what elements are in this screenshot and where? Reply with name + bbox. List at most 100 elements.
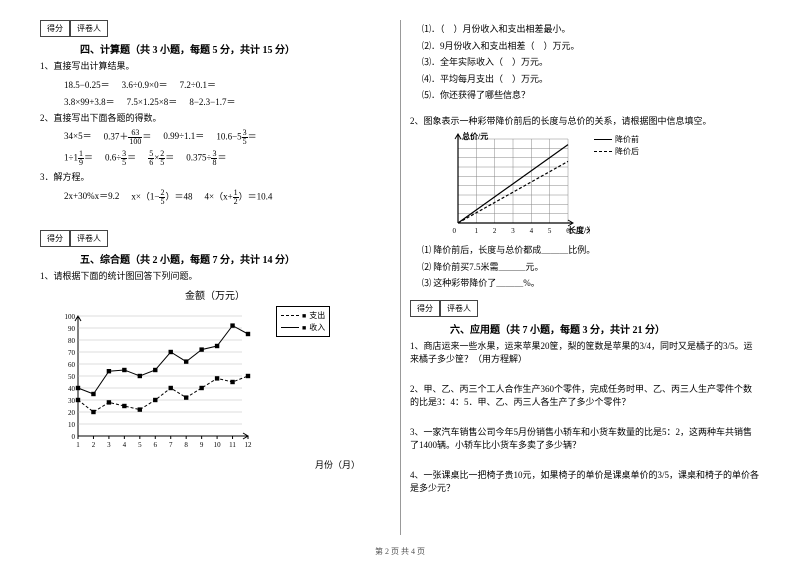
- svg-text:20: 20: [68, 409, 76, 417]
- solid-line-icon: [281, 327, 299, 328]
- legend-label: 降价后: [615, 146, 639, 157]
- chart2-legend: 降价前 降价后: [594, 133, 639, 158]
- q6-2: 2、甲、乙、丙三个工人合作生产360个零件，完成任务时甲、乙、丙三人生产零件个数…: [410, 383, 760, 410]
- svg-text:50: 50: [68, 373, 76, 381]
- svg-text:7: 7: [169, 441, 173, 449]
- eq-item: 4×（x+12）＝10.4: [205, 189, 273, 206]
- score-box: 得分 评卷人: [410, 300, 760, 317]
- svg-text:40: 40: [68, 385, 76, 393]
- svg-text:1: 1: [76, 441, 80, 449]
- svg-text:5: 5: [548, 227, 552, 235]
- eq-item: x×（1−25）＝48: [131, 189, 192, 206]
- svg-text:10: 10: [68, 421, 76, 429]
- svg-text:2: 2: [493, 227, 497, 235]
- chart1-wrap: 0102030405060708090100123456789101112 ■支…: [50, 306, 390, 456]
- svg-text:12: 12: [245, 441, 253, 449]
- sub-item: ⑵．9月份收入和支出相差（ ）万元。: [422, 40, 760, 54]
- dash-line-icon: [281, 315, 299, 316]
- svg-text:0: 0: [72, 433, 76, 441]
- q4-3: 3．解方程。: [40, 171, 390, 185]
- eq-text: 4×（x+: [205, 191, 233, 201]
- svg-text:9: 9: [200, 441, 204, 449]
- chart1-title: 金额（万元）: [40, 287, 390, 302]
- calc-item: 8−2.3−1.7＝: [189, 95, 235, 108]
- grader-label: 评卷人: [70, 20, 108, 37]
- svg-text:3: 3: [107, 441, 111, 449]
- sub-item: ⑸．你还获得了哪些信息？: [422, 89, 760, 103]
- sub-item: ⑷．平均每月支出（ ）万元。: [422, 73, 760, 87]
- sub-item: ⑴．（ ）月份收入和支出相差最小。: [422, 23, 760, 37]
- legend-label: 收入: [309, 322, 325, 333]
- q4-1: 1、直接写出计算结果。: [40, 60, 390, 74]
- calc-item: 56×25＝: [148, 150, 174, 167]
- solid-line-icon: [594, 139, 612, 140]
- svg-text:90: 90: [68, 325, 76, 333]
- dash-line-icon: [594, 151, 612, 152]
- q4-3-row: 2x+30%x＝9.2 x×（1−25）＝48 4×（x+12）＝10.4: [64, 189, 390, 206]
- chart1-xlabel: 月份（月）: [40, 458, 360, 471]
- calc-item: 10.6−535＝: [216, 129, 256, 146]
- svg-text:100: 100: [65, 313, 76, 321]
- score-label: 得分: [40, 20, 70, 37]
- score-box: 得分 评卷人: [40, 20, 390, 37]
- svg-text:长度/米: 长度/米: [568, 225, 590, 235]
- calc-item: 1÷119＝: [64, 150, 93, 167]
- svg-text:8: 8: [184, 441, 188, 449]
- chart1-legend: ■支出 ■收入: [276, 306, 330, 337]
- svg-text:0: 0: [453, 227, 457, 235]
- q4-2-row2: 1÷119＝ 0.6÷35＝ 56×25＝ 0.375÷38＝: [64, 150, 390, 167]
- q4-2-row1: 34×5＝ 0.37＋63100＝ 0.99÷1.1＝ 10.6−535＝: [64, 129, 390, 146]
- q6-1: 1、商店运来一些水果，运来苹果20筐，梨的筐数是苹果的3/4，同时又是橘子的3/…: [410, 340, 760, 367]
- calc-item: 0.375÷38＝: [186, 150, 226, 167]
- q5-2-sub: ⑴ 降价前后，长度与总价都成＿＿＿比例。: [422, 244, 760, 258]
- svg-text:10: 10: [214, 441, 222, 449]
- calc-item: 18.5−0.25＝: [64, 78, 110, 91]
- svg-text:60: 60: [68, 361, 76, 369]
- calc-item: 0.6÷35＝: [105, 150, 136, 167]
- svg-text:11: 11: [229, 441, 236, 449]
- calc-item: 34×5＝: [64, 129, 92, 146]
- legend-label: 支出: [309, 310, 325, 321]
- svg-text:4: 4: [123, 441, 127, 449]
- line-chart-income-expense: 0102030405060708090100123456789101112: [50, 306, 270, 456]
- q4-2: 2、直接写出下面各题的得数。: [40, 112, 390, 126]
- calc-item: 0.37＋63100＝: [104, 129, 152, 146]
- svg-text:5: 5: [138, 441, 142, 449]
- calc-item: 3.6÷0.9×0＝: [122, 78, 168, 91]
- section-4-title: 四、计算题（共 3 小题，每题 5 分，共计 15 分）: [80, 41, 390, 56]
- svg-text:30: 30: [68, 397, 76, 405]
- svg-text:70: 70: [68, 349, 76, 357]
- svg-text:总价/元: 总价/元: [462, 131, 488, 141]
- eq-text: x×（1−: [131, 191, 159, 201]
- legend-after: 降价后: [594, 146, 639, 157]
- svg-text:1: 1: [475, 227, 479, 235]
- section-5-title: 五、综合题（共 2 小题，每题 7 分，共计 14 分）: [80, 251, 390, 266]
- q4-1-row2: 3.8×99+3.8＝ 7.5×1.25×8＝ 8−2.3−1.7＝: [64, 95, 390, 108]
- calc-item: 7.5×1.25×8＝: [127, 95, 178, 108]
- eq-item: 2x+30%x＝9.2: [64, 189, 119, 206]
- grader-label: 评卷人: [440, 300, 478, 317]
- eq-text: ）＝10.4: [239, 191, 273, 201]
- page-footer: 第 2 页 共 4 页: [0, 546, 800, 557]
- svg-text:6: 6: [154, 441, 158, 449]
- section-6-title: 六、应用题（共 7 小题，每题 3 分，共计 21 分）: [450, 321, 760, 336]
- q4-1-row1: 18.5−0.25＝ 3.6÷0.9×0＝ 7.2÷0.1＝: [64, 78, 390, 91]
- left-column: 得分 评卷人 四、计算题（共 3 小题，每题 5 分，共计 15 分） 1、直接…: [30, 20, 400, 535]
- legend-income: ■收入: [281, 322, 325, 333]
- sub-item: ⑶．全年实际收入（ ）万元。: [422, 56, 760, 70]
- score-label: 得分: [40, 230, 70, 247]
- q6-3: 3、一家汽车销售公司今年5月份销售小轿车和小货车数量的比是5：2，这两种车共销售…: [410, 426, 760, 453]
- legend-before: 降价前: [594, 134, 639, 145]
- line-chart-price-length: 1234560总价/元长度/米: [430, 131, 590, 241]
- q5-1: 1、请根据下面的统计图回答下列问题。: [40, 270, 390, 284]
- calc-item: 3.8×99+3.8＝: [64, 95, 115, 108]
- legend-label: 降价前: [615, 134, 639, 145]
- right-column: ⑴．（ ）月份收入和支出相差最小。 ⑵．9月份收入和支出相差（ ）万元。 ⑶．全…: [400, 20, 770, 535]
- q5-2-sub: ⑵ 降价前买7.5米需＿＿＿元。: [422, 261, 760, 275]
- calc-item: 0.99÷1.1＝: [163, 129, 204, 146]
- q5-2-sub: ⑶ 这种彩带降价了＿＿＿%。: [422, 277, 760, 291]
- score-label: 得分: [410, 300, 440, 317]
- score-box: 得分 评卷人: [40, 230, 390, 247]
- svg-text:3: 3: [511, 227, 515, 235]
- chart2-wrap: 1234560总价/元长度/米 降价前 降价后: [430, 131, 760, 241]
